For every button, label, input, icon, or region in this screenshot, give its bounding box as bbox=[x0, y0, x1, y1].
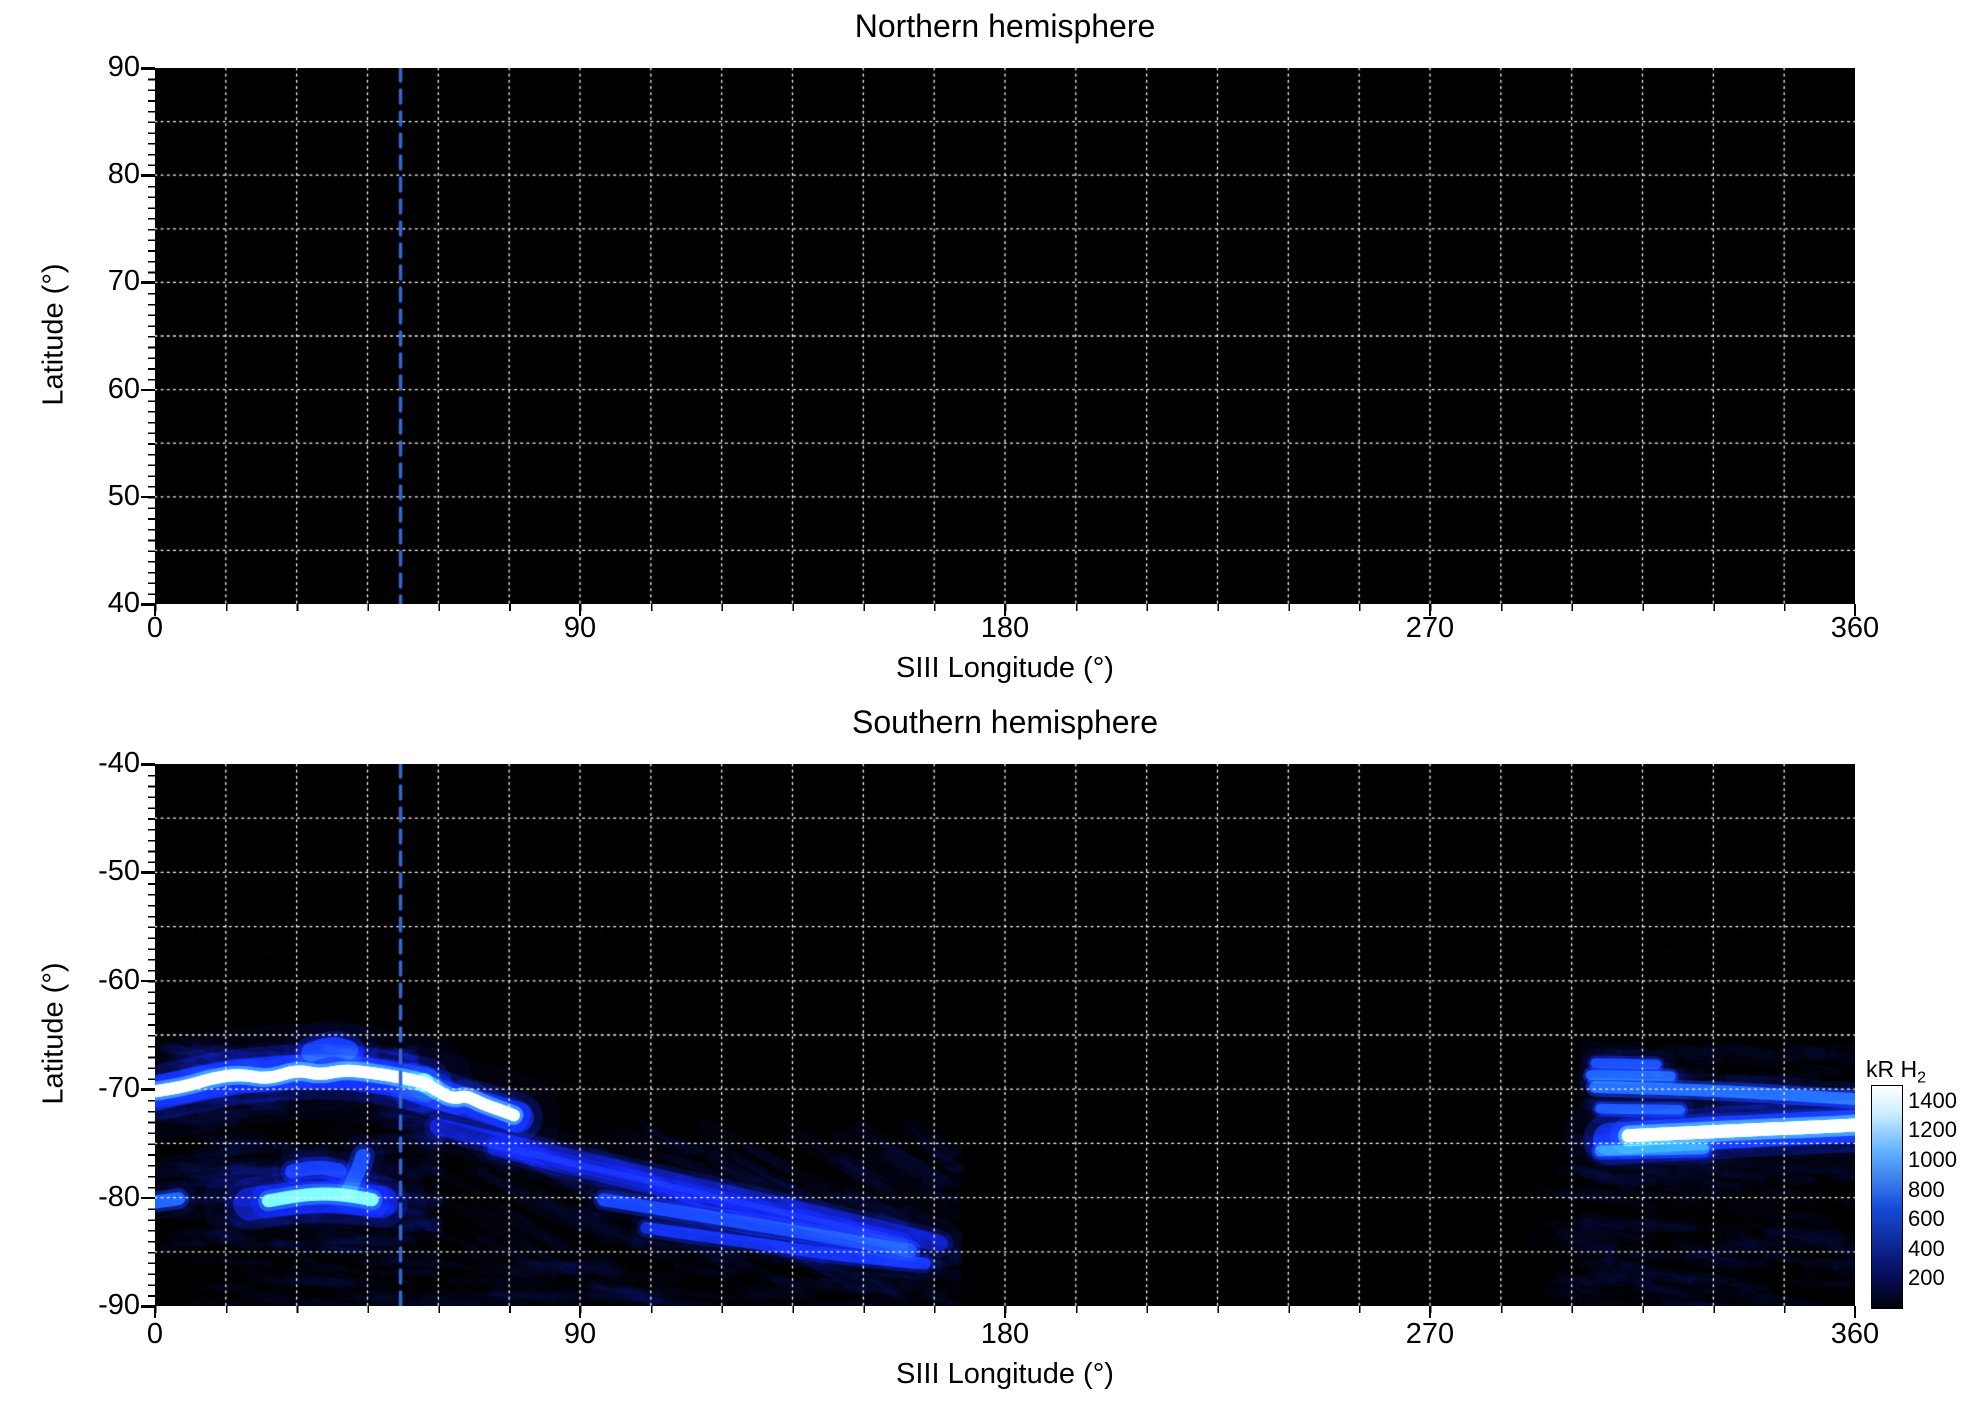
x-tick-label: 270 bbox=[1405, 1318, 1455, 1350]
x-tick-label: 360 bbox=[1830, 612, 1880, 644]
colorbar-tick-label: 400 bbox=[1908, 1235, 1945, 1261]
colorbar-label: kR H2 bbox=[1866, 1056, 1927, 1087]
y-tick-label: -90 bbox=[98, 1289, 140, 1321]
x-tick-label: 90 bbox=[563, 612, 597, 644]
x-tick-label: 0 bbox=[146, 1318, 164, 1350]
y-major-tick bbox=[141, 495, 155, 499]
southern-heatmap-canvas bbox=[155, 764, 1855, 1306]
y-major-tick bbox=[141, 1305, 155, 1308]
x-tick-label: 270 bbox=[1405, 612, 1455, 644]
colorbar bbox=[1871, 1085, 1903, 1309]
colorbar-tick-label: 1000 bbox=[1908, 1147, 1957, 1172]
x-major-tick bbox=[578, 1306, 582, 1318]
colorbar-gradient-canvas bbox=[1872, 1086, 1902, 1308]
northern-x-axis-label: SIII Longitude (°) bbox=[896, 652, 1114, 684]
y-major-tick bbox=[141, 603, 155, 606]
x-major-tick bbox=[153, 1306, 157, 1318]
southern-x-axis-label: SIII Longitude (°) bbox=[896, 1358, 1114, 1390]
y-tick-label: 90 bbox=[107, 51, 140, 83]
y-major-tick bbox=[141, 1196, 155, 1200]
colorbar-tick-label: 1200 bbox=[1908, 1117, 1957, 1143]
colorbar-tick-label: 1400 bbox=[1908, 1087, 1957, 1113]
y-major-tick bbox=[141, 763, 155, 766]
colorbar-tick-label: 200 bbox=[1908, 1265, 1945, 1291]
y-tick-label: 80 bbox=[107, 158, 140, 191]
y-major-tick bbox=[141, 67, 155, 70]
y-major-tick bbox=[141, 281, 155, 284]
x-tick-label: 180 bbox=[980, 612, 1030, 644]
y-tick-label: -60 bbox=[98, 963, 140, 996]
southern-panel-title: Southern hemisphere bbox=[852, 704, 1158, 740]
y-tick-label: 50 bbox=[107, 479, 140, 512]
y-major-tick bbox=[141, 174, 155, 177]
y-major-tick bbox=[141, 388, 155, 392]
y-tick-label: 40 bbox=[107, 587, 140, 619]
y-tick-label: -70 bbox=[98, 1072, 140, 1105]
x-major-tick bbox=[1003, 1306, 1007, 1318]
y-tick-label: 60 bbox=[107, 372, 140, 405]
southern-y-minor-ticks bbox=[148, 764, 155, 1306]
southern-plot-area bbox=[155, 764, 1855, 1306]
x-major-tick bbox=[153, 604, 157, 616]
northern-plot-area bbox=[155, 68, 1855, 604]
northern-panel-title: Northern hemisphere bbox=[854, 8, 1156, 44]
x-major-tick bbox=[1853, 1306, 1857, 1318]
y-tick-label: 70 bbox=[107, 265, 140, 298]
northern-y-minor-ticks bbox=[148, 68, 155, 604]
colorbar-tick-label: 600 bbox=[1908, 1206, 1945, 1232]
southern-y-axis-label: Latitude (°) bbox=[37, 962, 70, 1105]
x-tick-label: 180 bbox=[980, 1318, 1030, 1350]
northern-y-axis-label: Latitude (°) bbox=[37, 263, 70, 406]
y-major-tick bbox=[141, 871, 155, 874]
x-major-tick bbox=[1428, 604, 1432, 616]
x-tick-label: 0 bbox=[146, 612, 164, 644]
x-major-tick bbox=[1853, 604, 1857, 616]
x-major-tick bbox=[1003, 604, 1007, 616]
y-tick-label: -80 bbox=[98, 1180, 140, 1213]
colorbar-tick-label: 800 bbox=[1908, 1176, 1945, 1202]
y-major-tick bbox=[141, 979, 155, 983]
y-tick-label: -40 bbox=[98, 747, 140, 779]
y-major-tick bbox=[141, 1088, 155, 1091]
y-tick-label: -50 bbox=[98, 855, 140, 888]
x-tick-label: 360 bbox=[1830, 1318, 1880, 1350]
northern-heatmap-canvas bbox=[155, 68, 1855, 604]
x-tick-label: 90 bbox=[563, 1318, 597, 1350]
x-major-tick bbox=[1428, 1306, 1432, 1318]
x-major-tick bbox=[578, 604, 582, 616]
